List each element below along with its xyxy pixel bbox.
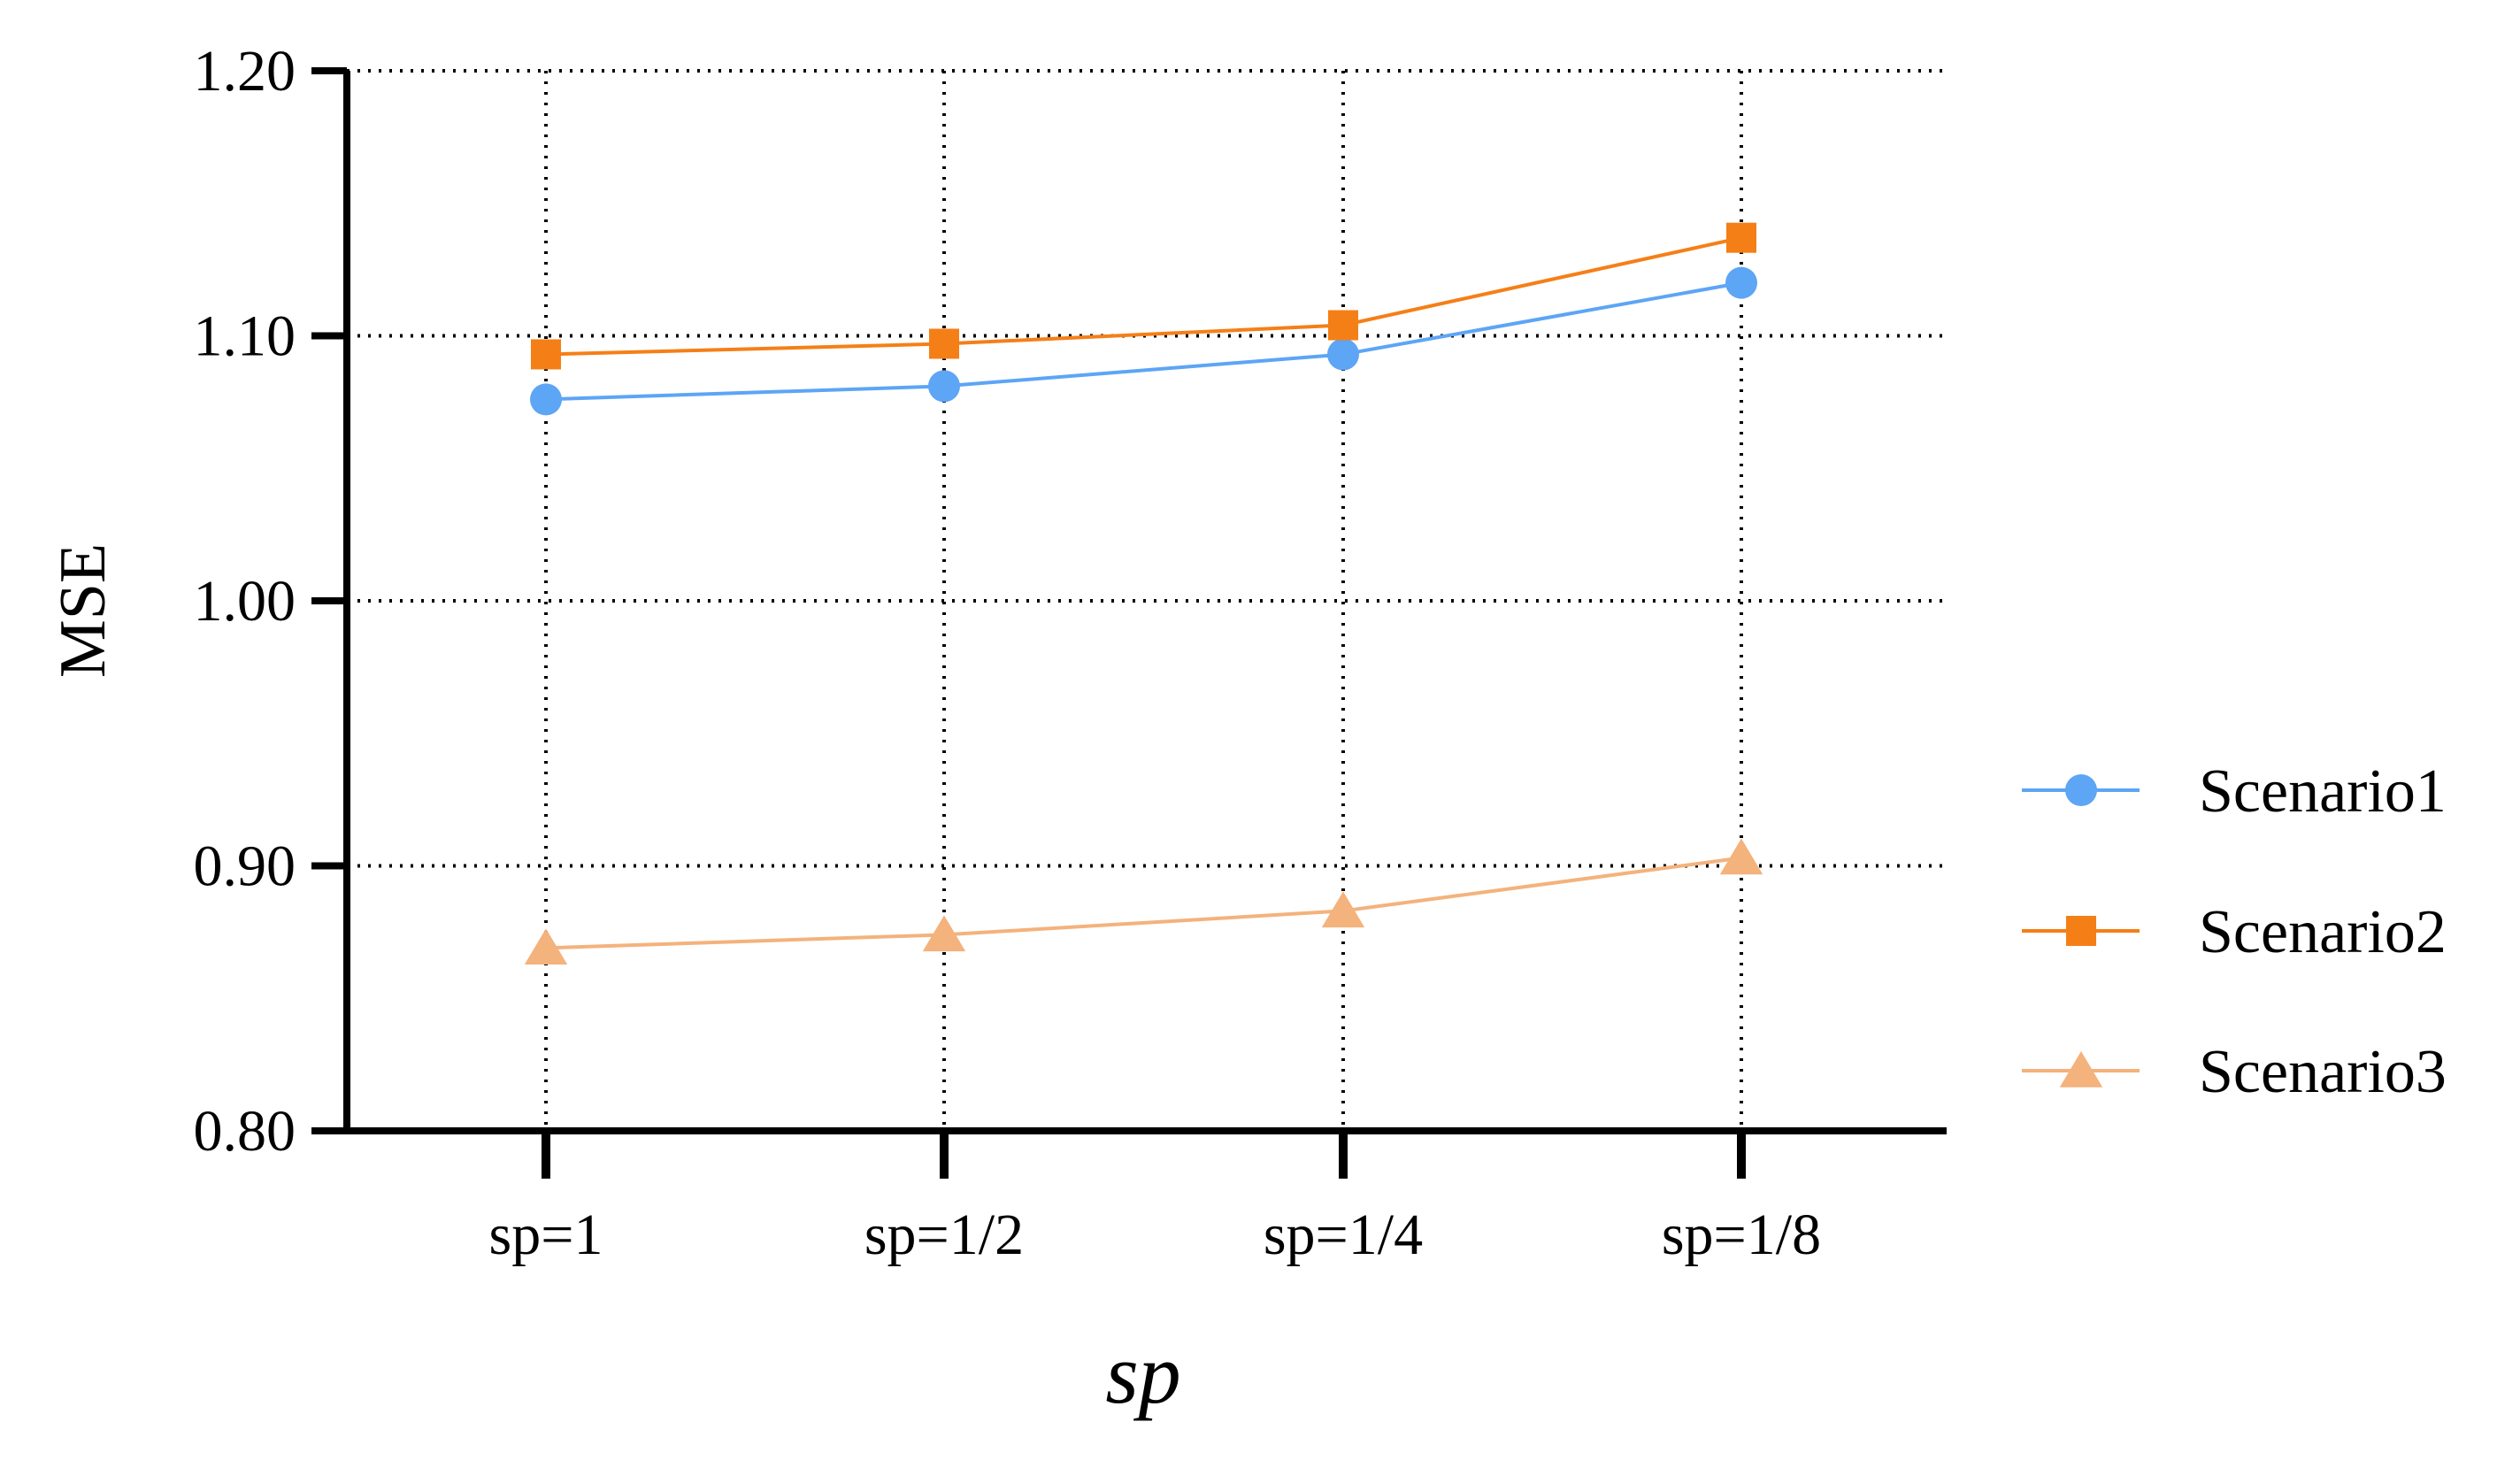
marker-scenario3-4 [1719, 838, 1763, 875]
axes [311, 67, 1947, 1179]
marker-scenario2-3 [1328, 310, 1358, 341]
legend-label: Scenario3 [2199, 1038, 2447, 1106]
x-axis-title: sp [1105, 1326, 1180, 1421]
x-tick-label: sp=1/8 [1662, 1203, 1821, 1267]
legend: Scenario1 Scenario2 Scenario3 [2022, 757, 2447, 1106]
series-lines [545, 235, 1742, 950]
x-tick-label: sp=1/4 [1264, 1203, 1423, 1267]
x-tick-label: sp=1/2 [864, 1203, 1024, 1267]
marker-scenario1-3 [1327, 338, 1359, 371]
legend-label: Scenario2 [2199, 898, 2447, 966]
y-tick-label: 1.20 [194, 39, 296, 104]
y-tick-label: 1.10 [194, 304, 296, 369]
legend-marker [2066, 916, 2096, 946]
legend-marker [2059, 1051, 2103, 1088]
marker-scenario1-2 [928, 370, 960, 403]
marker-scenario2-2 [929, 328, 959, 359]
series-line-scenario3 [545, 856, 1742, 950]
marker-scenario3-1 [524, 928, 568, 965]
marker-scenario2-4 [1726, 222, 1756, 253]
y-tick-label: 0.80 [194, 1099, 296, 1164]
series-line-scenario1 [545, 281, 1742, 402]
y-tick-labels: 0.80 0.90 1.00 1.10 1.20 [194, 39, 296, 1164]
marker-scenario1-4 [1725, 266, 1757, 299]
x-tick-label: sp=1 [489, 1203, 603, 1267]
marker-scenario3-2 [922, 915, 966, 952]
data-markers [524, 222, 1763, 965]
y-tick-label: 1.00 [194, 569, 296, 634]
y-axis-title: MSE [47, 543, 119, 678]
y-tick-label: 0.90 [194, 834, 296, 899]
marker-scenario3-3 [1321, 891, 1365, 928]
legend-item-scenario1: Scenario1 [2022, 757, 2447, 826]
series-line-scenario2 [545, 235, 1742, 357]
legend-item-scenario2: Scenario2 [2022, 898, 2447, 966]
legend-marker [2065, 774, 2097, 806]
marker-scenario2-1 [531, 339, 561, 370]
x-tick-labels: sp=1 sp=1/2 sp=1/4 sp=1/8 [489, 1203, 1822, 1267]
marker-scenario1-1 [530, 383, 562, 416]
legend-item-scenario3: Scenario3 [2022, 1038, 2447, 1106]
legend-label: Scenario1 [2199, 757, 2447, 826]
grid-lines [347, 69, 1947, 1131]
